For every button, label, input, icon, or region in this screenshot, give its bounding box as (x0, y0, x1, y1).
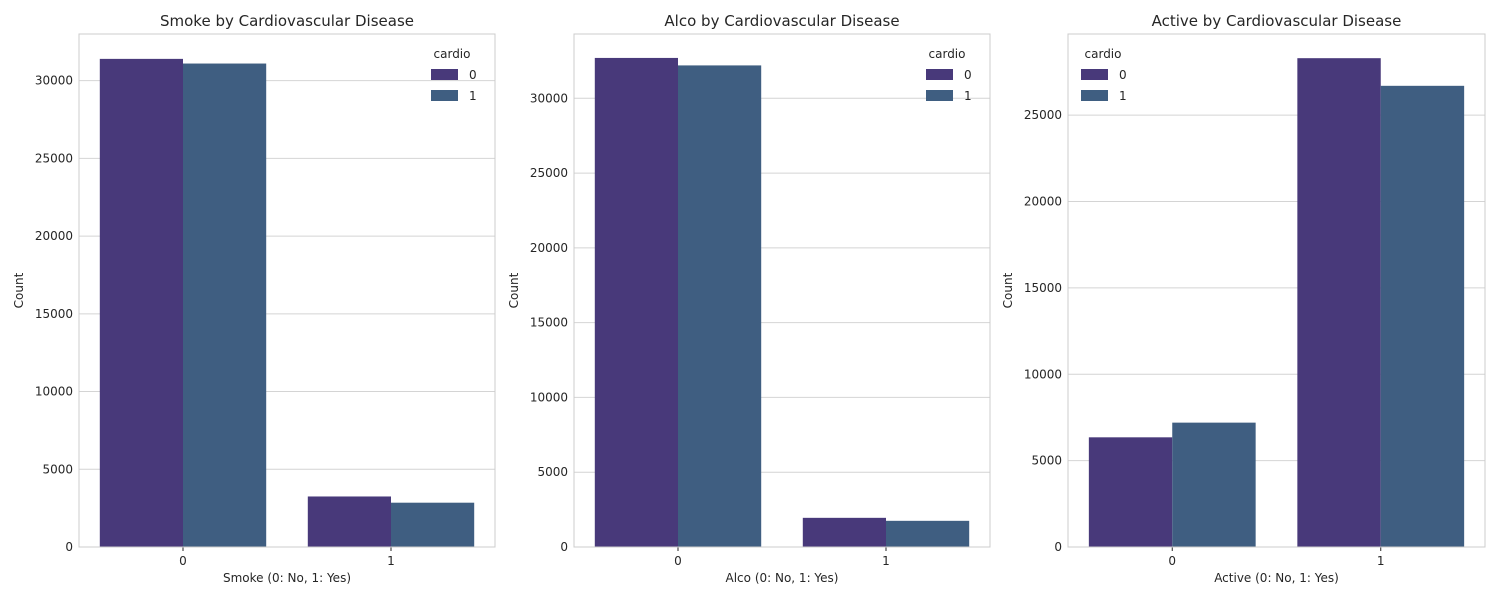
legend-label: 0 (964, 68, 972, 82)
y-tick-label: 10000 (530, 390, 568, 404)
x-tick-label: 0 (1168, 554, 1176, 568)
legend: cardio 0 1 (431, 47, 477, 103)
y-tick-label: 25000 (35, 151, 73, 165)
chart-panel-2: 0 5000 10000 15000 20000 25000 30000 0 1 Alco by … (507, 12, 991, 585)
legend-label: 1 (964, 89, 972, 103)
y-tick-label: 10000 (1024, 367, 1062, 381)
bar (1380, 85, 1465, 548)
y-tick-label: 0 (560, 540, 568, 554)
bar (678, 65, 762, 547)
plot-frame (1067, 33, 1486, 548)
y-tick-label: 0 (65, 540, 73, 554)
plot-frame (573, 33, 991, 548)
x-axis-label: Active (0: No, 1: Yes) (1214, 571, 1339, 585)
legend-swatch (1081, 90, 1108, 101)
bar (594, 57, 678, 548)
y-axis-label: Count (507, 272, 521, 308)
legend-swatch (926, 69, 953, 80)
legend-swatch (1081, 69, 1108, 80)
chart-title: Active by Cardiovascular Disease (1152, 12, 1402, 30)
legend-label: 0 (1119, 68, 1127, 82)
y-tick-label: 15000 (530, 316, 568, 330)
y-tick-label: 25000 (530, 166, 568, 180)
y-axis-label: Count (12, 272, 26, 308)
y-tick-label: 10000 (35, 385, 73, 399)
bar (1088, 437, 1173, 547)
y-tick-label: 15000 (35, 307, 73, 321)
x-tick-label: 1 (387, 554, 395, 568)
legend-label: 1 (1119, 89, 1127, 103)
y-tick-label: 20000 (1024, 195, 1062, 209)
legend-label: 0 (469, 68, 477, 82)
plot-frame (78, 33, 496, 548)
y-tick-label: 30000 (35, 74, 73, 88)
x-tick-label: 0 (179, 554, 187, 568)
chart-panel-3: 0 5000 10000 15000 20000 25000 0 1 Active by Car… (1001, 12, 1486, 585)
x-tick-label: 1 (1377, 554, 1385, 568)
x-axis-label: Smoke (0: No, 1: Yes) (223, 571, 351, 585)
x-tick-label: 0 (674, 554, 682, 568)
bar (183, 63, 267, 547)
y-axis-label: Count (1001, 272, 1015, 308)
y-tick-label: 30000 (530, 91, 568, 105)
legend-swatch (431, 69, 458, 80)
y-tick-label: 5000 (537, 465, 568, 479)
bar (307, 496, 391, 547)
chart-panel-1: 0 5000 10000 15000 20000 25000 30000 0 1 Smoke by… (12, 12, 496, 585)
legend-swatch (431, 90, 458, 101)
legend-title: cardio (434, 47, 471, 61)
y-tick-label: 0 (1054, 540, 1062, 554)
x-axis-label: Alco (0: No, 1: Yes) (726, 571, 839, 585)
legend-label: 1 (469, 89, 477, 103)
bar (1172, 422, 1256, 547)
y-tick-label: 5000 (42, 462, 73, 476)
y-tick-label: 15000 (1024, 281, 1062, 295)
bar (802, 517, 886, 547)
y-tick-label: 5000 (1031, 454, 1062, 468)
y-tick-label: 20000 (35, 229, 73, 243)
y-tick-label: 25000 (1024, 108, 1062, 122)
bar (99, 58, 183, 547)
x-tick-label: 1 (882, 554, 890, 568)
chart-title: Smoke by Cardiovascular Disease (160, 12, 414, 30)
legend-title: cardio (929, 47, 966, 61)
legend-swatch (926, 90, 953, 101)
chart-title: Alco by Cardiovascular Disease (664, 12, 899, 30)
y-tick-label: 20000 (530, 241, 568, 255)
legend-title: cardio (1085, 47, 1122, 61)
bar (1297, 58, 1381, 547)
bar (886, 520, 970, 547)
legend: cardio 0 1 (1081, 47, 1127, 103)
bar (391, 502, 475, 547)
legend: cardio 0 1 (926, 47, 972, 103)
